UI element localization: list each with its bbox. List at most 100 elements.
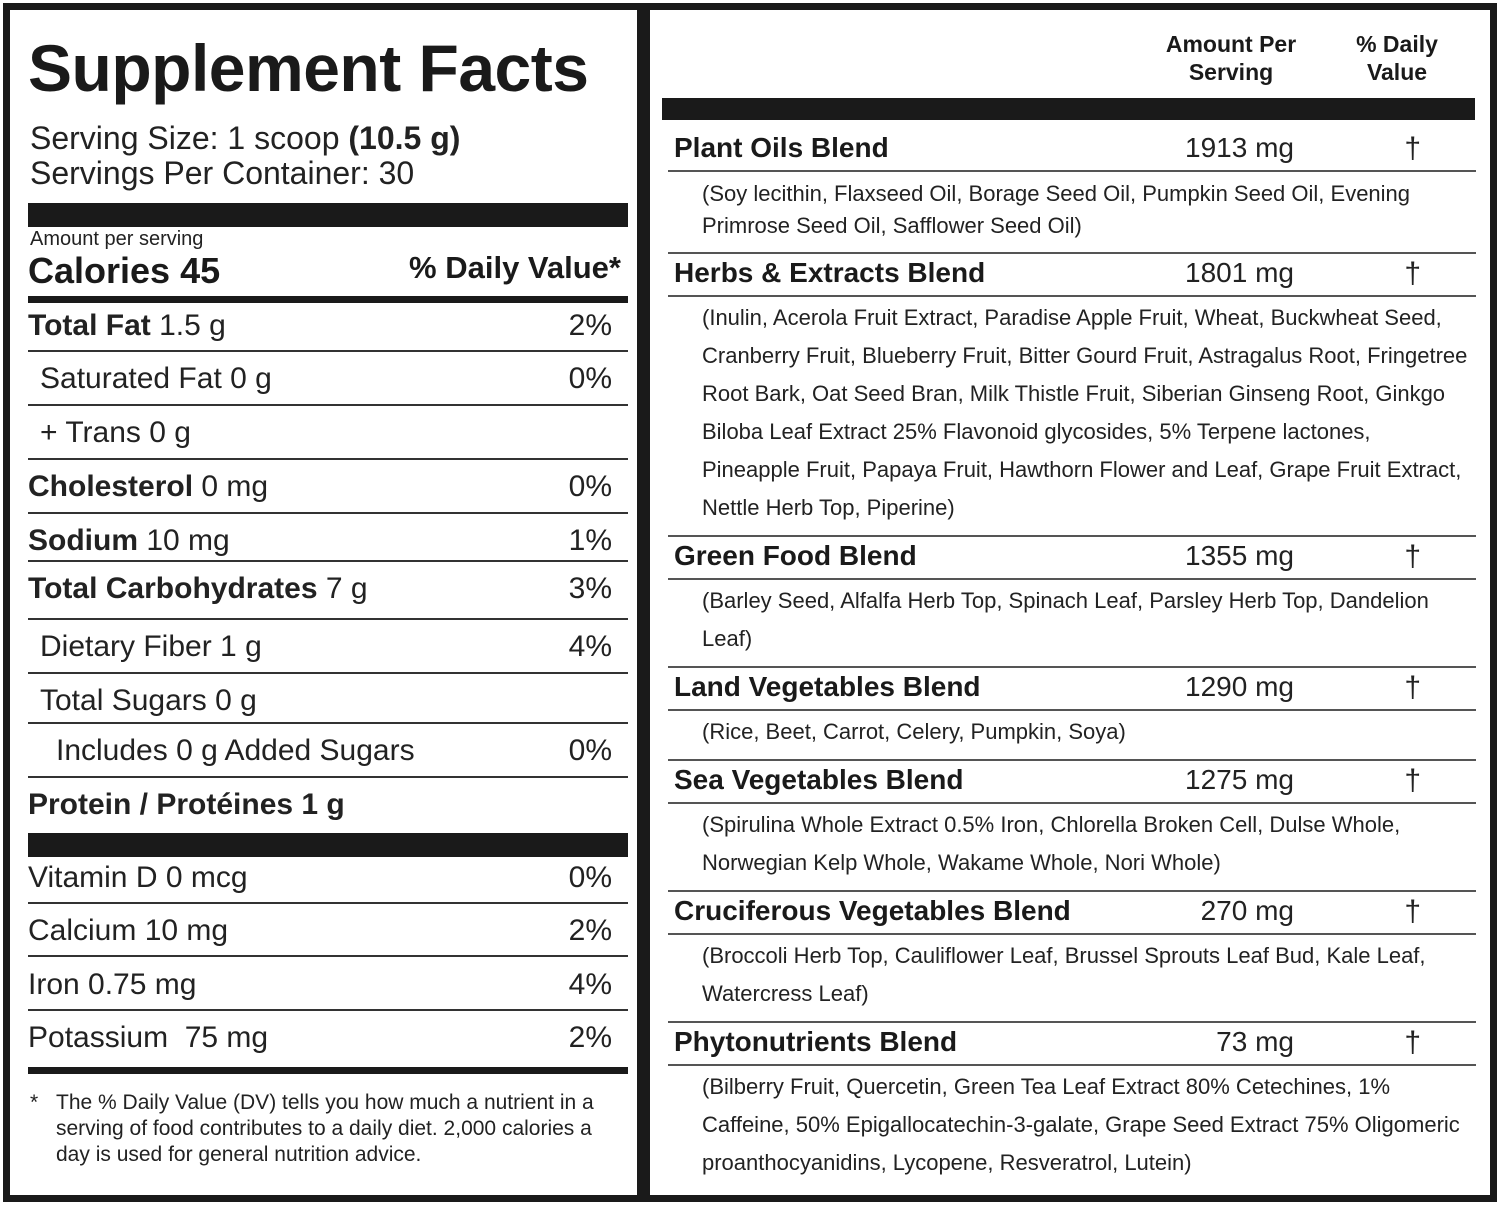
calories: Calories 45 [28, 250, 221, 291]
blend-name: Cruciferous Vegetables Blend [674, 895, 1071, 926]
footnote-text: The % Daily Value (DV) tells you how muc… [56, 1091, 594, 1166]
mineral-label: Calcium 10 mg [28, 914, 229, 947]
blend-daily-value: † [1404, 764, 1421, 797]
nutrient-daily-value: 3% [568, 572, 612, 605]
nutrient-daily-value: 4% [568, 630, 612, 663]
dv-header-line-2: Value [1366, 59, 1428, 85]
nutrient-label: Total Carbohydrates 7 g [28, 572, 368, 606]
nutrient-name: Cholesterol [28, 470, 194, 503]
thick-divider [662, 98, 1475, 120]
mineral-row: Potassium 75 mg 2% [28, 1011, 628, 1064]
blend-name: Land Vegetables Blend [674, 671, 981, 702]
blend-header-line: Plant Oils Blend 1913 mg † [668, 122, 1476, 172]
nutrient-label: Saturated Fat 0 g [40, 362, 272, 396]
blend-name: Green Food Blend [674, 540, 917, 571]
footnote-star: * [30, 1091, 39, 1114]
nutrient-amount: + Trans 0 g [40, 416, 191, 449]
nutrient-amount: Includes 0 g Added Sugars [56, 734, 415, 767]
nutrient-label: Includes 0 g Added Sugars [56, 734, 415, 768]
nutrient-row: Cholesterol 0 mg 0% [28, 460, 628, 514]
panel-title: Supplement Facts [28, 31, 589, 105]
blend-amount: 1913 mg [1185, 132, 1294, 163]
blend-ingredients: (Soy lecithin, Flaxseed Oil, Borage Seed… [668, 172, 1476, 254]
footnote: * The % Daily Value (DV) tells you how m… [30, 1090, 620, 1168]
blend-ingredients: (Broccoli Herb Top, Cauliflower Leaf, Br… [668, 935, 1476, 1023]
serving-size-weight: (10.5 g) [348, 120, 461, 156]
blend-ingredients: (Spirulina Whole Extract 0.5% Iron, Chlo… [668, 804, 1476, 892]
nutrient-name: Protein / Protéines 1 g [28, 788, 345, 821]
blend-name: Plant Oils Blend [674, 132, 889, 163]
nutrient-label: Total Sugars 0 g [40, 684, 257, 718]
mineral-label: Potassium 75 mg [28, 1021, 269, 1054]
blend-daily-value: † [1404, 257, 1421, 290]
blend-ingredients: (Bilberry Fruit, Quercetin, Green Tea Le… [702, 1074, 1460, 1175]
blend-row: Plant Oils Blend 1913 mg † (Soy lecithin, F… [668, 122, 1476, 254]
blend-header-line: Green Food Blend 1355 mg † [668, 530, 1476, 580]
thick-divider [28, 833, 628, 857]
blend-row: Herbs & Extracts Blend 1801 mg † (Inulin, A… [668, 247, 1476, 537]
nutrient-amount: 0 mg [193, 470, 269, 503]
nutrient-row: Saturated Fat 0 g 0% [28, 352, 628, 406]
thick-divider [28, 203, 628, 227]
nutrient-daily-value: 1% [568, 524, 612, 557]
amount-per-serving-label: Amount per serving [30, 228, 204, 250]
nutrient-row: Total Carbohydrates 7 g 3% [28, 562, 628, 620]
blend-row: Cruciferous Vegetables Blend 270 mg † (Broc… [668, 885, 1476, 1023]
blend-amount: 73 mg [1216, 1026, 1294, 1057]
blend-row: Land Vegetables Blend 1290 mg † (Rice, Beet… [668, 661, 1476, 761]
nutrient-label: Dietary Fiber 1 g [40, 630, 262, 664]
blend-daily-value: † [1404, 132, 1421, 165]
blend-header-line: Herbs & Extracts Blend 1801 mg † [668, 247, 1476, 297]
blend-daily-value: † [1404, 540, 1421, 573]
blend-row: Sea Vegetables Blend 1275 mg † (Spirulina W… [668, 754, 1476, 892]
nutrient-name: Sodium [28, 524, 138, 557]
nutrient-row: Includes 0 g Added Sugars 0% [28, 724, 628, 778]
blend-daily-value: † [1404, 1026, 1421, 1059]
nutrient-daily-value: 0% [568, 470, 612, 503]
nutrient-label: + Trans 0 g [40, 416, 191, 450]
blend-amount: 1275 mg [1185, 764, 1294, 795]
nutrient-amount: Dietary Fiber 1 g [40, 630, 262, 663]
nutrient-daily-value: 2% [568, 309, 612, 342]
nutrient-name: Total Fat [28, 309, 151, 342]
medium-divider [28, 1067, 628, 1074]
blend-header-line: Sea Vegetables Blend 1275 mg † [668, 754, 1476, 804]
blend-amount: 1290 mg [1185, 671, 1294, 702]
mineral-daily-value: 2% [568, 914, 612, 947]
nutrient-amount: 10 mg [138, 524, 230, 557]
nutrient-amount: 1.5 g [150, 309, 226, 342]
blend-panel: Amount Per Serving % Daily Value Plant O… [644, 3, 1497, 1202]
mineral-row: Vitamin D 0 mcg 0% [28, 851, 628, 904]
nutrient-label: Sodium 10 mg [28, 524, 230, 558]
blend-ingredients: (Rice, Beet, Carrot, Celery, Pumpkin, So… [668, 711, 1476, 761]
mineral-label: Iron 0.75 mg [28, 968, 197, 1001]
blend-amount: 1355 mg [1185, 540, 1294, 571]
mineral-row: Iron 0.75 mg 4% [28, 958, 628, 1011]
dv-header-line-1: % Daily [1356, 31, 1438, 57]
serving-size-label: Serving Size: 1 scoop [30, 120, 349, 156]
serving-size: Serving Size: 1 scoop (10.5 g) [30, 120, 460, 157]
nutrient-name: Total Carbohydrates [28, 572, 318, 605]
blend-amount: 270 mg [1200, 895, 1294, 926]
mineral-daily-value: 4% [568, 968, 612, 1001]
amount-header-line-1: Amount Per [1165, 31, 1297, 57]
nutrient-row: Total Fat 1.5 g 2% [28, 299, 628, 352]
nutrient-label: Cholesterol 0 mg [28, 470, 268, 504]
blend-ingredients: (Inulin, Acerola Fruit Extract, Paradise… [668, 297, 1476, 537]
servings-per-container: Servings Per Container: 30 [30, 155, 415, 191]
nutrient-amount: Total Sugars 0 g [40, 684, 257, 717]
blend-row: Phytonutrients Blend 73 mg † (Bilberry Frui… [668, 1016, 1476, 1190]
amount-per-serving-header: Amount Per Serving [1146, 30, 1316, 86]
mineral-row: Calcium 10 mg 2% [28, 904, 628, 957]
blend-header-line: Land Vegetables Blend 1290 mg † [668, 661, 1476, 711]
blend-name: Herbs & Extracts Blend [674, 257, 986, 288]
blend-name: Sea Vegetables Blend [674, 764, 964, 795]
nutrient-row: Total Sugars 0 g [28, 674, 628, 724]
blend-header-line: Cruciferous Vegetables Blend 270 mg † [668, 885, 1476, 935]
blend-row: Green Food Blend 1355 mg † (Barley Seed, Al… [668, 530, 1476, 668]
daily-value-header: % Daily Value* [409, 250, 621, 285]
nutrient-daily-value: 0% [568, 362, 612, 395]
medium-divider [28, 296, 628, 303]
nutrient-amount: 7 g [317, 572, 368, 605]
nutrient-daily-value: 0% [568, 734, 612, 767]
